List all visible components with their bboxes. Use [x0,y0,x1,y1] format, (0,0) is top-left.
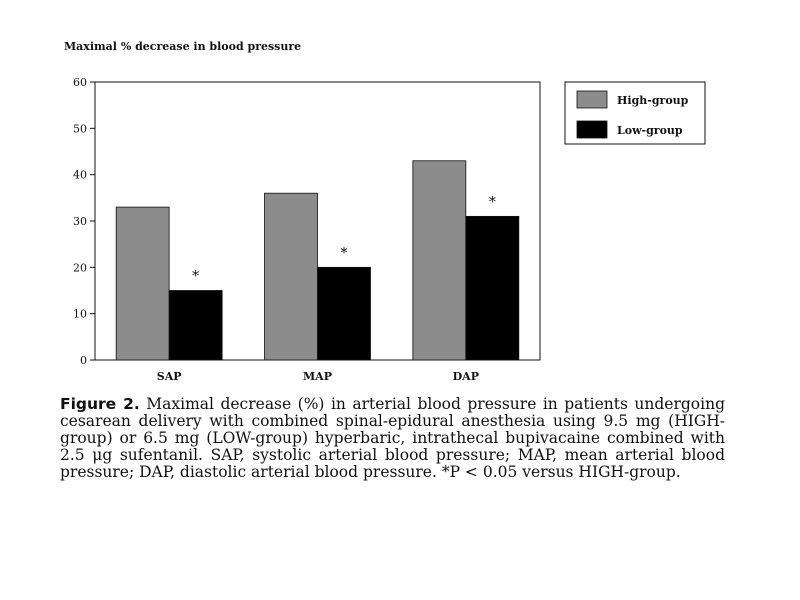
figure-label: Figure 2. [60,395,140,413]
chart-title: Maximal % decrease in blood pressure [64,40,302,53]
significance-star: * [489,194,496,210]
x-category-label: SAP [157,370,182,383]
figure-caption-text: Maximal decrease (%) in arterial blood p… [60,395,725,481]
legend-label: High-group [617,94,689,107]
figure-caption: Figure 2. Maximal decrease (%) in arteri… [60,396,725,481]
legend-label: Low-group [617,124,683,137]
bar-chart: 0 10 20 30 40 50 60 * SAP * MAP * DAP High-group Low… [73,76,706,383]
y-tick-label: 40 [73,169,87,182]
significance-star: * [341,245,348,261]
x-category-label: MAP [303,370,332,383]
y-tick-label: 0 [80,354,87,367]
bar-low-group-sap [168,290,223,361]
bar-high-group-map [264,192,318,361]
chart-labels: * SAP * MAP * DAP [157,194,496,383]
chart-legend: High-group Low-group [564,81,706,145]
bar-low-group-map [317,266,371,361]
significance-star: * [192,269,199,285]
y-tick-label: 60 [73,76,87,89]
bar-low-group-dap [465,215,520,361]
y-tick-label: 20 [73,261,87,274]
y-tick-label: 50 [73,122,87,135]
bar-high-group-dap [412,160,467,361]
bar-high-group-sap [115,206,170,361]
legend-swatch [576,90,608,109]
y-tick-label: 30 [73,215,87,228]
y-tick-label: 10 [73,308,87,321]
chart-bars [115,160,520,361]
x-category-label: DAP [453,370,479,383]
chart-axes: 0 10 20 30 40 50 60 [73,76,541,367]
legend-swatch [576,120,608,139]
